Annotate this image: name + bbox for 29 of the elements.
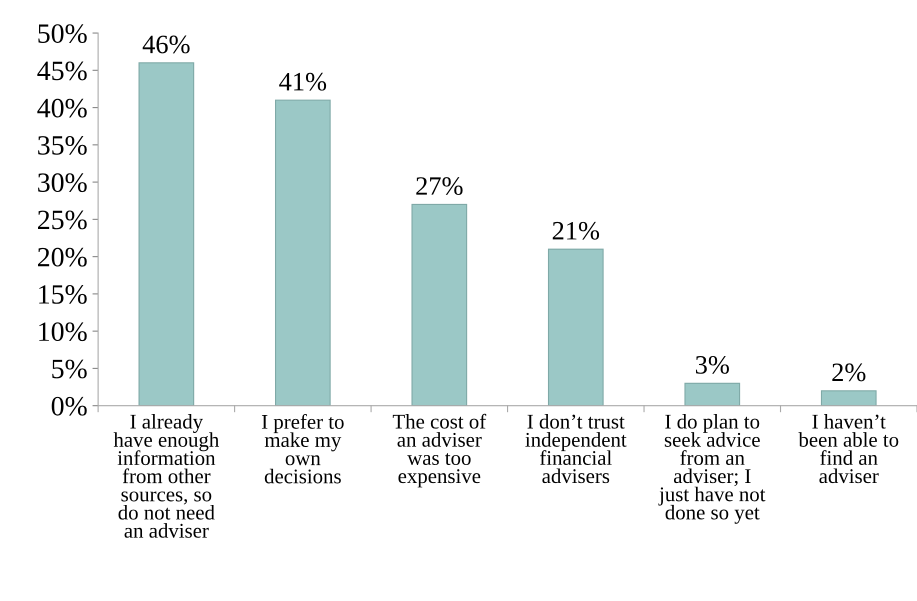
x-tick-label: I prefer to make my own decisions (262, 414, 344, 484)
x-tick-label: I haven’t been able to find an adviser (798, 414, 898, 484)
y-tick-label: 5% (52, 360, 87, 378)
x-tick-label: I do plan to seek advice from an adviser; I just have not done so yet (658, 414, 766, 524)
x-tick-label: The cost of an adviser was too expensive (392, 414, 486, 488)
y-tick-label: 35% (38, 136, 87, 155)
data-label: 27% (416, 177, 463, 196)
x-tick-label: I don’t trust independent financial advisers (525, 414, 627, 484)
y-tick-label: 15% (39, 285, 87, 304)
bar (820, 390, 877, 406)
data-label: 46% (142, 36, 190, 54)
bar (138, 62, 194, 406)
y-tick-label: 25% (38, 210, 87, 230)
x-tick-label: I already have enough information from other sources, so do not need an adviser (114, 414, 220, 538)
data-label: 21% (552, 222, 600, 240)
y-tick-label: 20% (38, 248, 87, 267)
data-label: 41% (279, 72, 326, 91)
y-tick-label: 10% (39, 322, 87, 342)
data-label: 3% (696, 356, 729, 374)
y-tick-label: 30% (38, 173, 87, 192)
y-tick-label: 40% (37, 98, 87, 118)
y-tick-label: 45% (37, 61, 87, 80)
bar (274, 100, 331, 406)
y-tick-label: 0% (52, 396, 87, 416)
data-label: 2% (832, 363, 866, 382)
bar (684, 382, 740, 406)
bar (548, 248, 604, 406)
bar (411, 204, 468, 406)
y-tick-label: 50% (38, 24, 87, 44)
